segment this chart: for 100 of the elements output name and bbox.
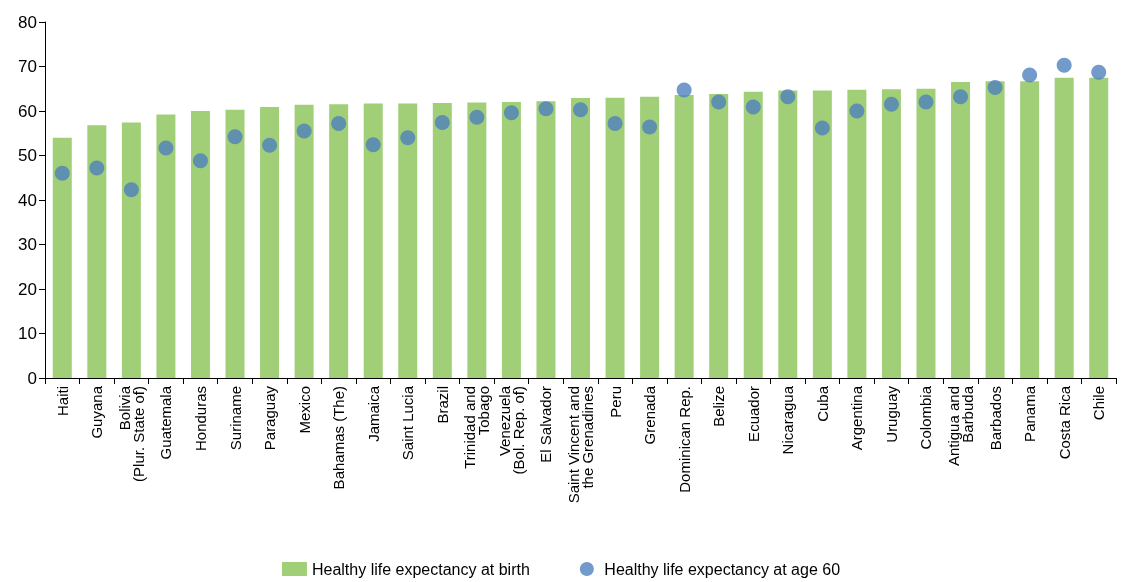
bar <box>951 82 971 378</box>
point <box>883 96 899 112</box>
x-tick-label: Guyana <box>88 385 106 439</box>
y-tick-label: 80 <box>18 12 37 32</box>
bar <box>329 104 349 378</box>
y-tick-label: 40 <box>18 190 37 210</box>
point <box>953 89 969 105</box>
y-tick-label: 60 <box>18 101 37 121</box>
x-tick-label: Nicaragua <box>779 385 797 455</box>
x-tick-label: Paraguay <box>261 385 279 451</box>
x-tick-label: Brazil <box>433 386 451 424</box>
bar <box>916 88 936 378</box>
x-tick-label: Venezuela (Bol. Rep. of) <box>495 385 527 475</box>
point <box>711 94 727 110</box>
x-tick-label: Chile <box>1090 386 1108 421</box>
point <box>227 129 243 145</box>
bar <box>778 90 798 378</box>
x-tick-label: Grenada <box>641 385 659 445</box>
point <box>538 101 554 117</box>
point <box>365 137 381 153</box>
y-tick-label: 30 <box>18 235 37 254</box>
bar <box>87 125 107 378</box>
point <box>918 94 934 110</box>
x-tick-label: Argentina <box>848 385 866 451</box>
x-tick-label: Guatemala <box>157 385 175 460</box>
point <box>607 115 623 131</box>
point <box>849 103 865 119</box>
bar <box>536 101 556 378</box>
x-tick-label: Peru <box>606 386 624 418</box>
point <box>573 102 588 118</box>
bar <box>121 122 141 378</box>
bar <box>294 104 314 378</box>
bar <box>640 96 660 378</box>
bar <box>709 94 729 378</box>
bar <box>398 103 418 378</box>
y-tick-label: 0 <box>27 368 37 388</box>
bar <box>225 109 245 378</box>
bar <box>1054 77 1074 378</box>
bar <box>605 97 625 378</box>
x-tick-label: Honduras <box>191 386 209 452</box>
point <box>54 165 70 181</box>
x-tick-label: Haiti <box>53 386 71 417</box>
x-tick-label: Suriname <box>226 386 244 451</box>
point <box>296 123 312 139</box>
point <box>642 119 658 135</box>
point <box>814 120 830 136</box>
x-tick-label: Belize <box>710 386 728 427</box>
point <box>676 82 692 98</box>
point <box>158 140 174 156</box>
legend-label: Healthy life expectancy at birth <box>311 560 530 578</box>
bar <box>467 102 487 378</box>
bar <box>674 94 694 378</box>
bar <box>156 114 176 378</box>
bar <box>985 81 1005 378</box>
point <box>434 115 450 131</box>
point <box>469 109 485 125</box>
x-tick-label: Barbados <box>986 386 1004 451</box>
y-tick-label: 20 <box>18 279 37 299</box>
bar <box>812 90 832 378</box>
point <box>400 130 416 146</box>
point <box>503 105 519 121</box>
point <box>780 89 796 105</box>
x-tick-label: Dominican Rep. <box>675 386 693 493</box>
x-tick-label: Antigua and Barbuda <box>945 385 977 467</box>
bar <box>1020 81 1040 378</box>
x-tick-label: Mexico <box>295 386 313 434</box>
bar <box>501 102 521 378</box>
x-tick-label: Jamaica <box>364 385 382 442</box>
x-tick-label: Bolivia (Plur. State of) <box>115 385 147 482</box>
point <box>1056 57 1072 73</box>
point <box>331 115 347 131</box>
x-tick-label: Ecuador <box>744 386 762 442</box>
x-tick-label: Saint Lucia <box>399 385 417 461</box>
point <box>745 99 761 115</box>
x-tick-label: Colombia <box>917 385 935 450</box>
bar <box>743 91 763 378</box>
point <box>192 153 208 169</box>
bar <box>260 107 280 378</box>
y-tick-label: 50 <box>18 146 37 165</box>
y-tick-label: 70 <box>18 57 37 76</box>
bar <box>881 89 901 378</box>
bar <box>432 102 452 378</box>
bar <box>52 137 72 378</box>
bar <box>571 98 590 378</box>
x-tick-label: Bahamas (The) <box>330 386 348 490</box>
x-tick-label: Panama <box>1021 385 1039 442</box>
point <box>123 182 139 198</box>
legend-label: Healthy life expectancy at age 60 <box>604 560 841 578</box>
bar <box>190 111 210 378</box>
bar <box>363 103 383 378</box>
x-tick-label: Uruguay <box>882 385 900 443</box>
x-tick-label: Saint Vincent and the Grenadines <box>565 386 596 504</box>
x-tick-label: Trinidad and Tobago <box>461 386 493 469</box>
x-tick-label: El Salvador <box>537 386 555 463</box>
point <box>1091 64 1107 80</box>
point <box>89 160 105 176</box>
x-tick-label: Costa Rica <box>1055 385 1073 460</box>
bar <box>847 89 867 378</box>
point <box>987 79 1003 95</box>
y-tick-label: 10 <box>18 324 37 343</box>
